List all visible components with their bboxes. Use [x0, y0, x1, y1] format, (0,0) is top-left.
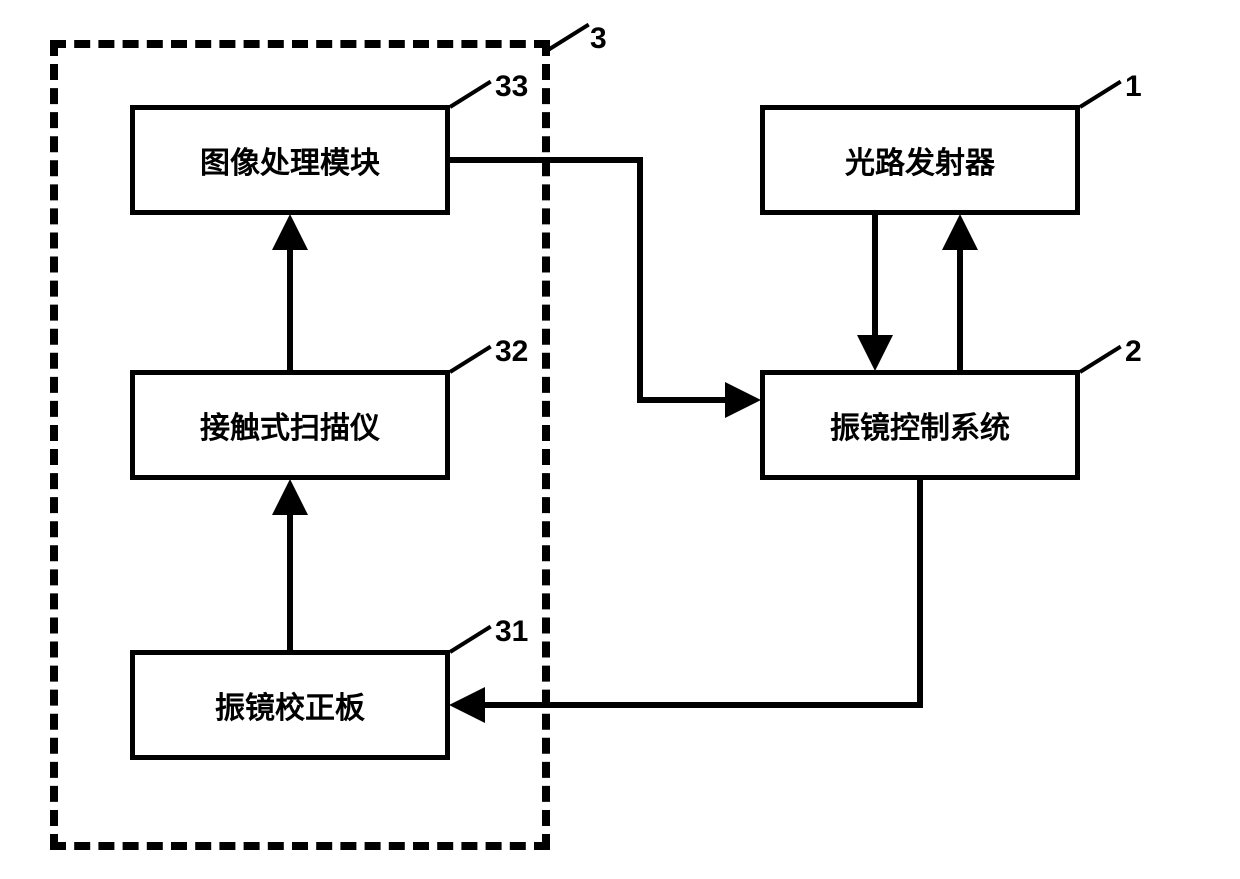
label-31: 31: [495, 615, 528, 649]
box-galvo-correction: 振镜校正板: [130, 650, 450, 760]
label-2: 2: [1125, 335, 1142, 369]
leader-1: [1079, 80, 1122, 109]
leader-3: [547, 23, 590, 52]
box-contact-scanner: 接触式扫描仪: [130, 370, 450, 480]
box-1-label: 光路发射器: [845, 138, 995, 182]
box-32-label: 接触式扫描仪: [200, 403, 380, 447]
box-31-label: 振镜校正板: [215, 683, 365, 727]
label-1: 1: [1125, 70, 1142, 104]
box-galvo-control: 振镜控制系统: [760, 370, 1080, 480]
label-33: 33: [495, 70, 528, 104]
box-33-label: 图像处理模块: [200, 138, 380, 182]
box-2-label: 振镜控制系统: [830, 403, 1010, 447]
box-image-processing: 图像处理模块: [130, 105, 450, 215]
box-light-emitter: 光路发射器: [760, 105, 1080, 215]
diagram-root: 图像处理模块 接触式扫描仪 振镜校正板 光路发射器 振镜控制系统 3 33 32…: [0, 0, 1240, 879]
label-32: 32: [495, 335, 528, 369]
leader-2: [1079, 345, 1122, 374]
label-3: 3: [590, 22, 607, 56]
